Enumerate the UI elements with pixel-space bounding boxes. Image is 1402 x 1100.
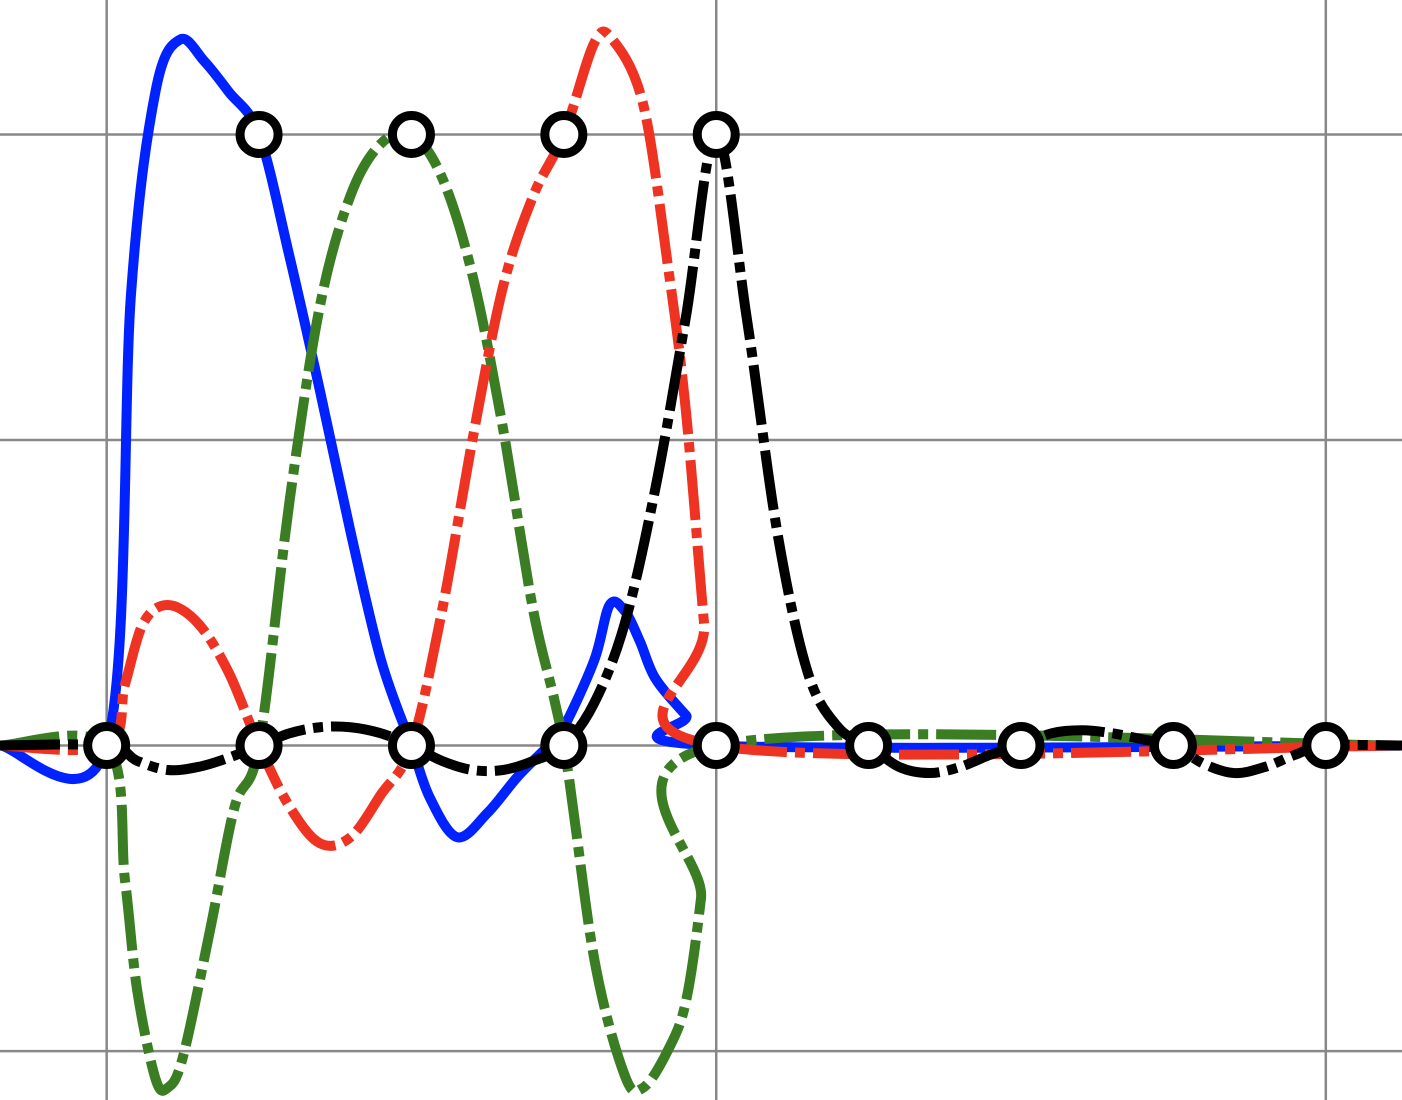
series-line-3 [0, 129, 1402, 779]
knot-marker [235, 722, 283, 770]
interpolation-markers [83, 110, 1350, 770]
knot-marker [387, 722, 435, 770]
series-line-0 [0, 34, 1402, 843]
knot-marker [845, 722, 893, 770]
knot-marker [1302, 722, 1350, 770]
knot-marker [692, 722, 740, 770]
knot-marker [540, 722, 588, 770]
knot-marker [997, 722, 1045, 770]
knot-marker [1149, 722, 1197, 770]
series-line-2 [0, 26, 1402, 851]
node-marker [692, 110, 740, 158]
knot-marker [83, 722, 131, 770]
node-marker [540, 110, 588, 158]
series-line-1 [0, 127, 1402, 1097]
series-lines [0, 26, 1402, 1097]
node-marker [387, 110, 435, 158]
node-marker [235, 110, 283, 158]
